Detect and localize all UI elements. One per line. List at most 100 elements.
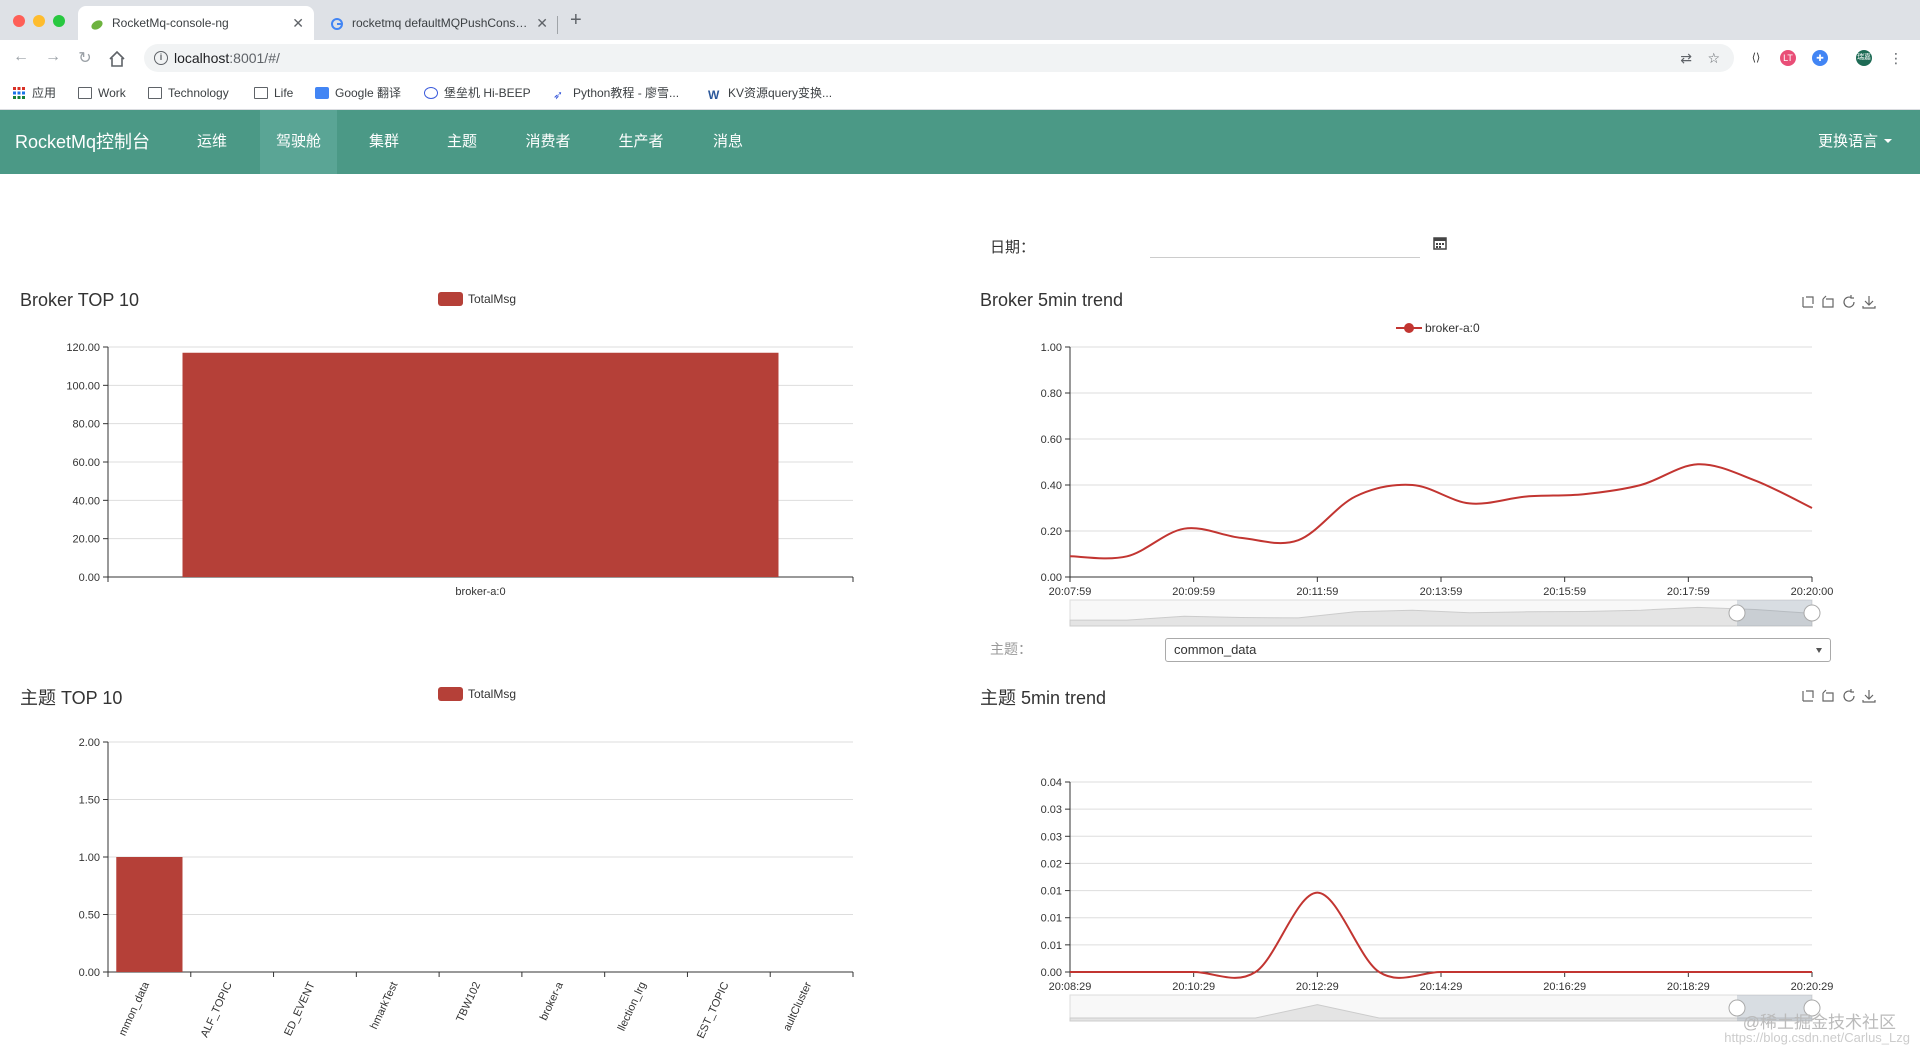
y-tick-label: 80.00 (72, 419, 100, 431)
translate-icon (315, 87, 329, 99)
nav-producer[interactable]: 生产者 (618, 133, 664, 150)
language-dropdown[interactable]: 更换语言 (1818, 110, 1892, 174)
broker-trend-toolbox (1800, 294, 1877, 315)
folder-icon (78, 87, 92, 99)
restore-icon[interactable] (1841, 688, 1857, 704)
nav-cluster[interactable]: 集群 (368, 133, 399, 150)
x-tick-label: hmarkTest (368, 980, 400, 1031)
bookmark-apps[interactable]: 应用 (12, 84, 56, 102)
nav-ops[interactable]: 运维 (196, 133, 227, 150)
bookmark-kv[interactable]: W KV资源query变换... (708, 86, 833, 102)
browser-tab-active[interactable]: RocketMq-console-ng ✕ (78, 6, 314, 40)
y-tick-label: 0.50 (79, 910, 100, 922)
x-tick-label: TBW102 (454, 980, 483, 1024)
caret-down-icon (1884, 139, 1892, 143)
x-tick-label: EST_TOPIC (695, 980, 732, 1040)
calendar-icon[interactable] (1433, 236, 1447, 250)
home-icon[interactable] (108, 50, 126, 68)
x-tick-label: 20:08:29 (1049, 981, 1092, 993)
x-tick-label: 20:18:29 (1667, 981, 1710, 993)
translate-page-icon[interactable]: ⇄ (1680, 50, 1692, 66)
bookmarks-bar: 应用 Work Technology Life Google 翻译 堡垒机 Hi… (0, 78, 1920, 110)
tab-separator (557, 16, 558, 34)
topic-top-legend[interactable]: TotalMsg (438, 687, 516, 701)
data-zoom-handle (1728, 999, 1746, 1017)
bookmark-python[interactable]: ➶ Python教程 - 廖雪... (553, 86, 680, 102)
nav-topic[interactable]: 主题 (446, 133, 477, 150)
broker-trend-chart: 0.00 0.20 0.40 0.60 0.80 1.00 20:07:59 20:09:59… (1041, 342, 1833, 627)
broker-top-legend[interactable]: TotalMsg (438, 292, 516, 306)
x-tick-label: 20:13:59 (1420, 586, 1463, 598)
spring-leaf-icon (91, 20, 103, 30)
zoom-reset-icon[interactable] (1820, 294, 1836, 310)
new-tab-icon[interactable]: + (570, 9, 582, 31)
nav-message[interactable]: 消息 (712, 133, 743, 150)
minimize-window-button[interactable] (33, 15, 45, 27)
extension-icon[interactable]: ⟨⟩ (1748, 50, 1764, 66)
data-zoom-preview (1069, 1004, 1813, 1022)
topic-trend-title: 主题 5min trend (980, 688, 1107, 708)
topic-top-title: 主题 TOP 10 (20, 688, 123, 708)
browser-tab[interactable]: rocketmq defaultMQPushConsumer ✕ (318, 6, 558, 40)
y-tick-label: 1.00 (1041, 342, 1062, 354)
bookmark-life[interactable]: Life (254, 84, 293, 102)
forward-icon[interactable]: → (45, 48, 61, 65)
site-info-icon[interactable]: i (154, 51, 168, 65)
download-icon[interactable] (1861, 688, 1877, 704)
y-tick-label: 0.01 (1041, 886, 1062, 898)
date-input[interactable] (1150, 232, 1420, 258)
bookmark-technology[interactable]: Technology (148, 84, 229, 102)
data-zoom-handle (1803, 604, 1821, 622)
bar (182, 352, 779, 577)
close-window-button[interactable] (13, 15, 25, 27)
broker-top-chart: 0.00 20.00 40.00 60.00 80.00 100.00 120.00 brok… (66, 342, 854, 598)
y-tick-label: 1.50 (79, 795, 100, 807)
app-brand[interactable]: RocketMq控制台 (15, 132, 151, 152)
download-icon[interactable] (1861, 294, 1877, 310)
zoom-icon[interactable] (1800, 294, 1816, 310)
data-zoom-window (1737, 995, 1812, 1021)
topic-top-chart: 0.00 0.50 1.00 1.50 2.00 mmon_data ALF_TOPIC ED… (79, 737, 854, 1040)
broker-top-title: Broker TOP 10 (20, 290, 140, 310)
bookmark-hi-beep[interactable]: 堡垒机 Hi-BEEP (424, 84, 531, 102)
rocket-icon: ➶ (553, 88, 564, 102)
x-tick-label: ED_EVENT (282, 980, 318, 1038)
bookmark-star-icon[interactable]: ☆ (1707, 50, 1720, 66)
legend-swatch (438, 687, 463, 701)
x-tick-label: ALF_TOPIC (199, 980, 235, 1039)
y-tick-label: 40.00 (72, 495, 100, 507)
browser-menu-icon[interactable]: ⋮ (1889, 50, 1903, 66)
broker-trend-legend[interactable]: broker-a:0 (1396, 321, 1480, 335)
close-tab-icon[interactable]: ✕ (292, 15, 304, 31)
bookmark-work[interactable]: Work (78, 84, 126, 102)
data-zoom-handle (1803, 999, 1821, 1017)
tab-title: RocketMq-console-ng (112, 16, 229, 30)
back-icon[interactable]: ← (13, 48, 29, 65)
reload-icon[interactable]: ↻ (78, 50, 92, 67)
extension-blue-icon[interactable]: ✚ (1812, 50, 1828, 66)
x-tick-label: 20:11:59 (1296, 586, 1338, 598)
restore-icon[interactable] (1841, 294, 1857, 310)
x-tick-label: 20:17:59 (1667, 586, 1710, 598)
zoom-reset-icon[interactable] (1820, 688, 1836, 704)
maximize-window-button[interactable] (53, 15, 65, 27)
data-zoom-preview (1069, 606, 1813, 627)
zoom-icon[interactable] (1800, 688, 1816, 704)
nav-dashboard[interactable]: 驾驶舱 (260, 110, 337, 174)
url-text: localhost:8001/#/ (174, 50, 280, 66)
topic-select[interactable]: common_data (1165, 638, 1831, 662)
x-tick-label: 20:10:29 (1172, 981, 1215, 993)
close-tab-icon[interactable]: ✕ (536, 15, 548, 31)
profile-avatar[interactable]: 瑞嘉 (1856, 50, 1872, 66)
w-icon: W (708, 88, 720, 102)
x-tick-label: 20:15:59 (1543, 586, 1586, 598)
bar (116, 857, 183, 972)
x-tick-label: broker-a (538, 979, 567, 1022)
bookmark-google-translate[interactable]: Google 翻译 (315, 84, 401, 102)
watermark-url: https://blog.csdn.net/Carlus_Lzg (1724, 1030, 1910, 1045)
topic-trend-toolbox (1800, 688, 1877, 709)
select-arrow-icon (1816, 648, 1822, 653)
address-bar[interactable]: i localhost:8001/#/ ⇄ ☆ (144, 44, 1734, 72)
nav-consumer[interactable]: 消费者 (525, 133, 571, 150)
extension-lt-icon[interactable]: LT (1780, 50, 1796, 66)
